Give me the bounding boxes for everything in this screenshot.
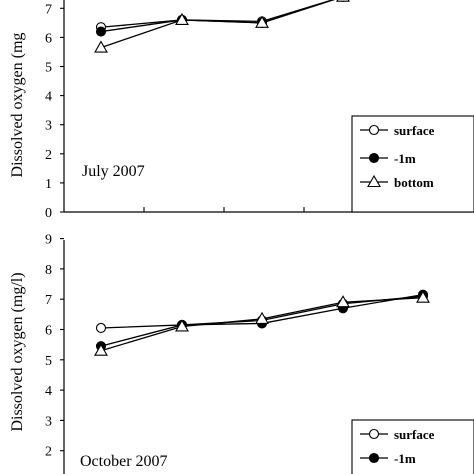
y-tick-label: 4 bbox=[45, 384, 52, 399]
legend-marker bbox=[368, 124, 380, 136]
y-axis-label: Dissolved oxygen (mg bbox=[9, 33, 26, 178]
panel-annotation: July 2007 bbox=[82, 163, 145, 180]
y-axis-ticks: 0 1 2 3 4 5 6 7 bbox=[45, 2, 64, 221]
y-tick-label: 0 bbox=[45, 206, 52, 221]
series-1m bbox=[95, 0, 347, 37]
y-tick-label: 5 bbox=[45, 354, 52, 369]
y-tick-label: 3 bbox=[45, 119, 52, 134]
series-layer bbox=[94, 0, 350, 53]
y-tick-label: 7 bbox=[45, 2, 52, 17]
y-axis-label: Dissolved oxygen (mg/l) bbox=[9, 272, 26, 431]
chart-panel-october: Dissolved oxygen (mg/l) 123456789 Octobe… bbox=[9, 233, 474, 474]
y-tick-label: 6 bbox=[45, 31, 52, 46]
legend-entry: bottom bbox=[360, 174, 434, 190]
y-tick-label: 9 bbox=[45, 233, 52, 248]
data-point bbox=[336, 0, 350, 2]
y-tick-label: 2 bbox=[45, 148, 52, 163]
y-tick-label: 3 bbox=[45, 414, 52, 429]
series-bottom bbox=[94, 0, 350, 53]
y-tick-label: 2 bbox=[45, 445, 52, 460]
legend-entry: -1m bbox=[360, 451, 416, 466]
legend-marker bbox=[368, 452, 380, 464]
legend-label: surface bbox=[394, 427, 435, 442]
y-axis-ticks: 123456789 bbox=[45, 233, 64, 460]
legend-marker bbox=[368, 428, 380, 440]
data-point bbox=[175, 12, 189, 25]
legend-label: surface bbox=[394, 123, 435, 138]
data-point bbox=[95, 322, 107, 334]
legend-marker bbox=[368, 152, 380, 164]
series-layer bbox=[94, 289, 430, 356]
y-tick-label: 5 bbox=[45, 61, 52, 76]
data-point bbox=[94, 40, 108, 53]
series-line bbox=[100, 0, 335, 49]
y-tick-label: 4 bbox=[45, 90, 52, 105]
data-point bbox=[255, 311, 269, 324]
data-point bbox=[94, 343, 108, 356]
data-point bbox=[255, 15, 269, 28]
legend-marker bbox=[367, 174, 381, 188]
y-tick-label: 6 bbox=[45, 324, 52, 339]
data-point bbox=[336, 295, 350, 308]
data-point bbox=[175, 319, 189, 332]
data-point bbox=[95, 26, 107, 37]
legend-label: bottom bbox=[394, 175, 434, 190]
legend-entry: surface bbox=[360, 427, 435, 442]
legend-entry: surface bbox=[360, 123, 435, 138]
legend-entry: -1m bbox=[360, 151, 416, 166]
series-bottom bbox=[94, 290, 430, 356]
series-line bbox=[100, 0, 335, 33]
data-point bbox=[416, 290, 430, 303]
legend: surface -1m bottom bbox=[351, 115, 474, 213]
series-line bbox=[100, 0, 335, 28]
legend-label: -1m bbox=[394, 151, 416, 166]
y-tick-label: 1 bbox=[45, 177, 52, 192]
legend-label: -1m bbox=[394, 451, 416, 466]
y-tick-label: 7 bbox=[45, 293, 52, 308]
y-tick-label: 8 bbox=[45, 263, 52, 278]
panel-annotation: October 2007 bbox=[80, 453, 168, 470]
legend-box bbox=[351, 419, 474, 474]
